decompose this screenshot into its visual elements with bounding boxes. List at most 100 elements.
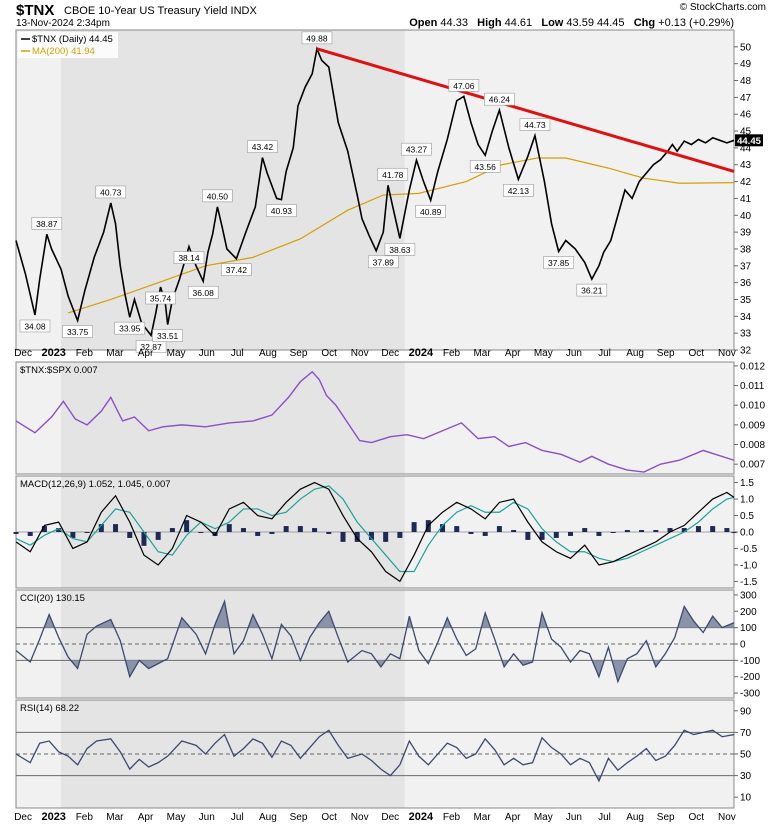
open-value: 44.33 <box>440 17 468 29</box>
macd-histogram-bar <box>397 532 403 538</box>
y-tick-label: 35 <box>740 295 752 306</box>
x-axis-label: Sep <box>290 348 308 359</box>
macd-histogram-bar <box>56 528 62 532</box>
low-value: 43.59 <box>566 17 594 29</box>
price-callout-box <box>114 321 146 335</box>
price-callout-box <box>145 291 176 305</box>
y-tick-label: 36 <box>740 278 752 289</box>
price-callout-box <box>415 204 446 218</box>
macd-histogram-bar <box>525 532 531 540</box>
price-callout-box <box>576 283 608 297</box>
security-name: CBOE 10-Year US Treasury Yield <box>64 5 228 17</box>
price-callout: 35.74 <box>150 294 172 304</box>
price-callout-box <box>301 31 333 45</box>
x-axis-label: Dec <box>381 812 399 823</box>
y-tick-label: 300 <box>740 590 757 601</box>
ohlc-readout: Open 44.33 High 44.61 Low 43.59 44.45 Ch… <box>409 17 734 29</box>
y-tick-label: -200 <box>740 672 760 683</box>
ma200-line <box>67 157 735 314</box>
x-axis-label: Jul <box>231 348 244 359</box>
x-axis-label: Jul <box>598 348 611 359</box>
macd-histogram-bar <box>624 530 630 532</box>
macd-histogram-bar <box>496 526 502 532</box>
y-tick-label: 0.010 <box>740 401 765 412</box>
macd-line <box>15 481 735 583</box>
open-label: Open <box>409 17 438 29</box>
price-callout-box <box>519 118 551 131</box>
price-callout: 36.21 <box>581 286 603 296</box>
macd-histogram-bar <box>198 532 204 533</box>
year-shade <box>61 362 405 474</box>
y-tick-label: -100 <box>740 656 760 667</box>
price-callout-box <box>247 140 278 153</box>
x-axis-label: 2024 <box>409 347 434 359</box>
macd-histogram-bar <box>383 532 389 542</box>
ticker-symbol: $TNX <box>16 2 55 19</box>
last-value-label: 44.45 <box>737 136 761 147</box>
macd-histogram-bar <box>98 524 104 532</box>
brand-logo: © StockCharts.com <box>679 2 766 13</box>
x-axis-label: 2023 <box>41 811 65 823</box>
price-callout-box <box>503 184 534 197</box>
price-callout-box <box>448 79 480 92</box>
signal-line <box>15 485 735 573</box>
price-callout: 38.14 <box>178 253 200 263</box>
macd-histogram-bar <box>84 532 90 533</box>
macd-histogram-bar <box>695 526 701 532</box>
macd-histogram-bar <box>731 532 737 533</box>
x-axis-label: Feb <box>76 812 94 823</box>
price-callout-box <box>135 340 167 353</box>
y-tick-label: 0.011 <box>740 381 765 392</box>
macd-histogram-bar <box>297 526 303 532</box>
x-axis-label: Dec <box>14 348 32 359</box>
macd-histogram-bar <box>653 530 659 532</box>
price-callout: 40.93 <box>271 206 293 216</box>
macd-histogram-bar <box>340 532 346 542</box>
macd-histogram-bar <box>255 532 261 536</box>
y-tick-label: 0.008 <box>740 440 765 451</box>
macd-histogram-bar <box>283 526 289 532</box>
y-tick-label: 41 <box>740 194 752 205</box>
y-tick-label: 0 <box>740 640 746 651</box>
y-tick-label: -1.0 <box>740 560 758 571</box>
panel-title: $TNX:$SPX 0.007 <box>20 365 98 376</box>
y-tick-label: 90 <box>740 706 752 717</box>
x-axis-label: Nov <box>718 812 736 823</box>
x-axis-label: Apr <box>138 348 154 359</box>
x-axis-label: Jul <box>231 812 244 823</box>
macd-histogram-bar <box>141 532 147 546</box>
y-tick-label: 50 <box>740 42 752 53</box>
price-callout: 47.06 <box>453 81 475 91</box>
macd-histogram-bar <box>440 524 446 532</box>
y-tick-label: 42 <box>740 177 752 188</box>
price-callout: 33.95 <box>119 324 141 334</box>
macd-histogram-bar <box>269 532 275 534</box>
chart-date: 13-Nov-2024 2:34pm <box>16 18 110 29</box>
y-tick-label: 38 <box>740 244 752 255</box>
price-callout: 44.73 <box>524 120 546 130</box>
x-axis-label: Mar <box>106 812 124 823</box>
x-axis-label: May <box>167 348 186 359</box>
price-callout: 36.08 <box>193 288 215 298</box>
macd-histogram-bar <box>454 526 460 532</box>
macd-histogram-bar <box>113 524 119 532</box>
x-axis-label: Feb <box>443 812 461 823</box>
price-callout-box <box>367 255 399 269</box>
macd-histogram-bar <box>553 532 559 538</box>
y-tick-label: 37 <box>740 261 752 272</box>
x-axis-label: Apr <box>505 812 521 823</box>
legend-ma: MA(200) 41.94 <box>32 46 95 57</box>
price-callout: 43.42 <box>252 142 274 152</box>
macd-histogram-bar <box>639 530 645 532</box>
x-axis-label: Sep <box>657 812 675 823</box>
x-axis-label: Nov <box>718 348 736 359</box>
price-callout-box <box>62 325 93 338</box>
price-callout-box <box>384 243 416 256</box>
x-axis-label: Dec <box>381 348 399 359</box>
y-tick-label: 39 <box>740 228 752 239</box>
x-axis-label: Jun <box>566 348 582 359</box>
y-tick-label: 34 <box>740 312 752 323</box>
x-axis-label: May <box>167 812 186 823</box>
price-callout-box <box>202 189 233 203</box>
